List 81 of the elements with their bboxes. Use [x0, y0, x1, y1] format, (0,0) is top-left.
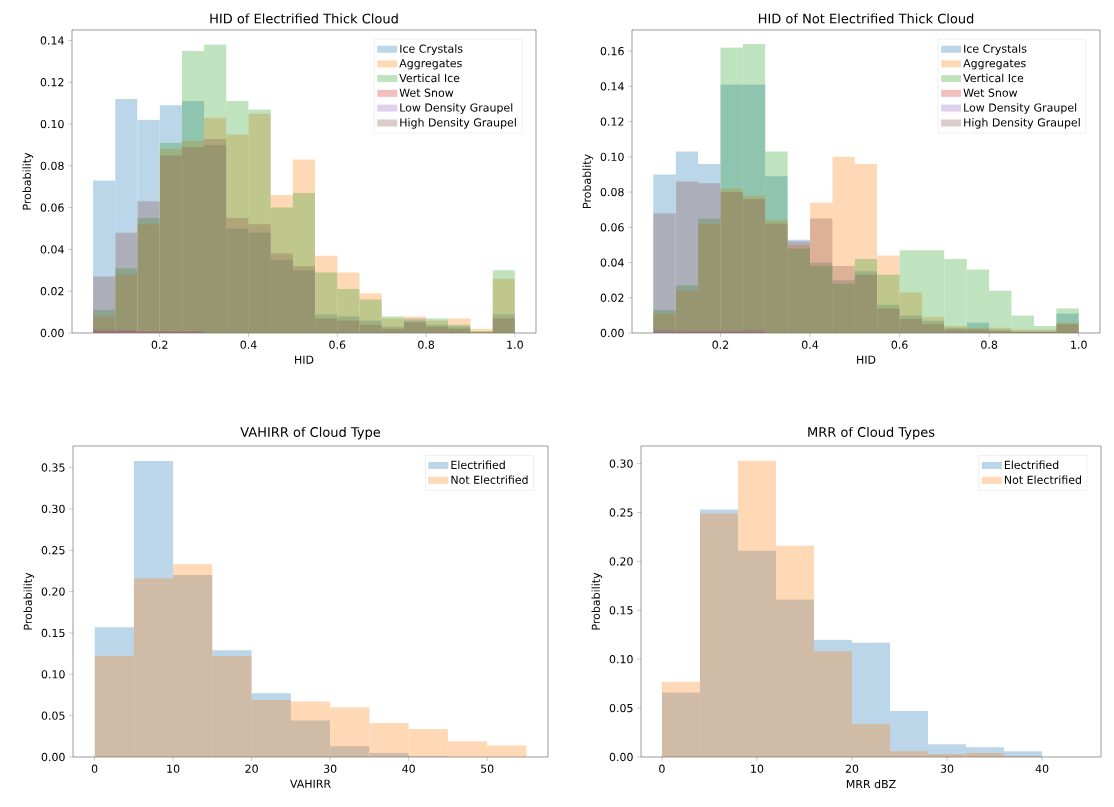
y-tick-label: 0.10 [41, 670, 65, 679]
y-tick-label: 0.02 [40, 287, 64, 296]
y-tick-label: 0.00 [600, 328, 624, 338]
x-tick-label: 1.0 [1071, 340, 1087, 349]
y-tick-label: 0.06 [40, 203, 64, 212]
x-tick-label: 40 [402, 764, 415, 773]
y-tick-label: 0.04 [600, 258, 624, 267]
legend-label: Electrified [451, 460, 505, 470]
y-tick-label: 0.04 [40, 245, 64, 254]
x-tick-label: 0.6 [891, 340, 908, 349]
x-tick-label: 0.6 [329, 340, 346, 349]
x-tick-label: 0 [659, 764, 665, 773]
y-axis-title: Probability [591, 572, 603, 630]
x-tick-label: 0.4 [240, 340, 257, 349]
x-tick-label: 30 [940, 764, 954, 773]
x-axis-title: VAHIRR [290, 779, 331, 788]
x-tick-label: 0.8 [981, 340, 998, 349]
y-tick-label: 0.00 [609, 752, 633, 762]
y-tick-label: 0.25 [41, 546, 65, 555]
y-tick-label: 0.16 [600, 46, 624, 56]
y-tick-label: 0.10 [600, 152, 624, 161]
y-tick-label: 0.06 [600, 223, 624, 232]
y-tick-label: 0.30 [41, 504, 65, 514]
y-tick-label: 0.05 [609, 703, 633, 713]
legend-label: Electrified [1004, 460, 1059, 470]
x-tick-label: 0 [91, 764, 98, 773]
x-tick-label: 0.2 [712, 340, 729, 349]
y-tick-label: 0.12 [600, 117, 624, 126]
chart-title: VAHIRR of Cloud Type [240, 426, 381, 440]
legend-label: Vertical Ice [963, 73, 1024, 83]
y-tick-label: 0.20 [609, 557, 633, 566]
legend-label: Aggregates [963, 59, 1026, 70]
x-axis-title: HID [295, 355, 314, 364]
legend-label: Ice Crystals [964, 44, 1027, 55]
y-tick-label: 0.08 [40, 161, 64, 170]
legend-label: Ice Crystals [400, 44, 463, 55]
x-tick-label: 0.2 [151, 340, 168, 349]
x-axis-title: MRR dBZ [846, 779, 896, 789]
legend-label: Wet Snow [399, 88, 454, 97]
y-tick-label: 0.08 [600, 187, 624, 197]
legend-label: Low Density Graupel [400, 103, 513, 114]
x-axis-title: HID [857, 355, 876, 364]
y-tick-label: 0.00 [40, 328, 64, 338]
y-tick-label: 0.35 [41, 463, 65, 472]
chart-title: HID of Electrified Thick Cloud [210, 13, 398, 24]
x-tick-label: 1.0 [507, 340, 523, 349]
y-tick-label: 0.14 [600, 82, 624, 91]
y-tick-label: 0.12 [40, 78, 64, 87]
y-axis-title: Probability [22, 152, 34, 210]
legend-label: Wet Snow [963, 88, 1018, 97]
x-tick-label: 20 [845, 764, 859, 773]
y-tick-label: 0.14 [40, 36, 64, 45]
legend-label: Not Electrified [1004, 475, 1081, 484]
x-tick-label: 40 [1035, 764, 1049, 773]
legend-label: Not Electrified [451, 475, 528, 484]
x-tick-label: 20 [245, 764, 258, 773]
y-axis-title: Probability [23, 572, 35, 630]
y-tick-label: 0.10 [609, 655, 633, 664]
y-tick-label: 0.20 [41, 587, 65, 596]
x-tick-label: 30 [323, 764, 337, 773]
legend-label: Aggregates [399, 59, 462, 70]
legend-label: Low Density Graupel [964, 103, 1077, 114]
legend-label: High Density Graupel [964, 118, 1080, 129]
x-tick-label: 50 [481, 764, 494, 773]
x-tick-label: 0.8 [418, 340, 435, 349]
y-tick-label: 0.15 [609, 606, 633, 615]
x-tick-label: 0.4 [802, 340, 819, 349]
y-tick-label: 0.02 [600, 293, 624, 302]
y-tick-label: 0.30 [609, 459, 633, 468]
x-tick-label: 10 [751, 764, 764, 773]
y-tick-label: 0.15 [41, 628, 65, 638]
chart-title: MRR of Cloud Types [808, 426, 935, 440]
y-tick-label: 0.10 [40, 119, 64, 129]
y-tick-label: 0.00 [41, 752, 65, 762]
y-tick-label: 0.05 [41, 711, 65, 720]
y-axis-title: Probablity [582, 154, 594, 208]
legend-label: Vertical Ice [399, 73, 460, 83]
legend-label: High Density Graupel [400, 118, 516, 129]
chart-title: HID of Not Electrified Thick Cloud [758, 13, 974, 24]
y-tick-label: 0.25 [609, 508, 633, 517]
x-tick-label: 10 [167, 764, 180, 773]
